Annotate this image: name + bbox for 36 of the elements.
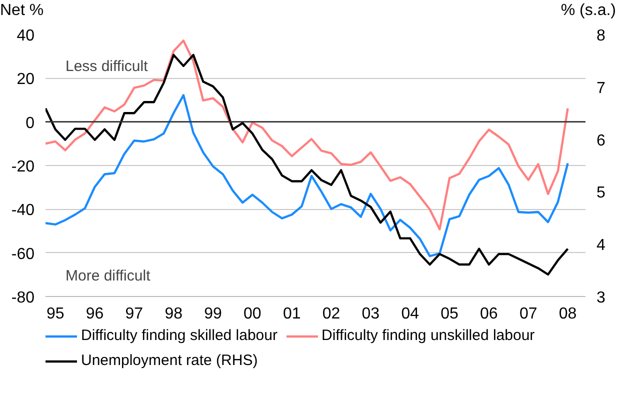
x-tick-label: 97 [125, 306, 144, 322]
y2-tick-label: 7 [596, 80, 606, 97]
legend-label: Difficulty finding unskilled labour [322, 327, 535, 344]
y2-axis-title: % (s.a.) [560, 1, 616, 21]
x-tick-label: 01 [282, 306, 301, 322]
y-tick-label: 0 [26, 114, 35, 132]
legend-label: Unemployment rate (RHS) [81, 352, 258, 369]
y-tick-label: -80 [11, 290, 35, 306]
x-tick-label: 03 [362, 306, 380, 322]
x-tick-label: 95 [46, 306, 64, 322]
y-tick-label: 20 [16, 71, 35, 88]
x-tick-label: 96 [86, 306, 104, 322]
y2-tick-label: 5 [596, 184, 606, 202]
x-tick-label: 04 [401, 306, 420, 322]
x-tick-label: 07 [519, 306, 538, 322]
y2-tick-label: 6 [596, 132, 606, 150]
x-tick-label: 98 [164, 306, 183, 322]
y2-tick-label: 3 [596, 290, 606, 306]
line-series [46, 40, 569, 230]
annotation: Less difficult [65, 58, 149, 75]
y-tick-label: -40 [11, 202, 35, 220]
annotation: More difficult [65, 267, 152, 284]
x-tick-label: 08 [558, 306, 577, 322]
line-series [46, 94, 569, 258]
y2-tick-label: 4 [596, 237, 606, 254]
x-tick-label: 00 [244, 306, 262, 322]
x-tick-label: 02 [322, 306, 340, 322]
y-tick-label: 40 [16, 28, 35, 44]
x-tick-label: 05 [440, 306, 459, 322]
y2-tick-label: 8 [596, 28, 606, 44]
y-tick-label: -20 [11, 158, 35, 176]
x-tick-label: 99 [204, 306, 222, 322]
x-tick-label: 06 [480, 306, 498, 322]
y-axis-title: Net % [0, 1, 44, 21]
y-tick-label: -60 [11, 246, 35, 263]
legend-label: Difficulty finding skilled labour [81, 327, 278, 344]
